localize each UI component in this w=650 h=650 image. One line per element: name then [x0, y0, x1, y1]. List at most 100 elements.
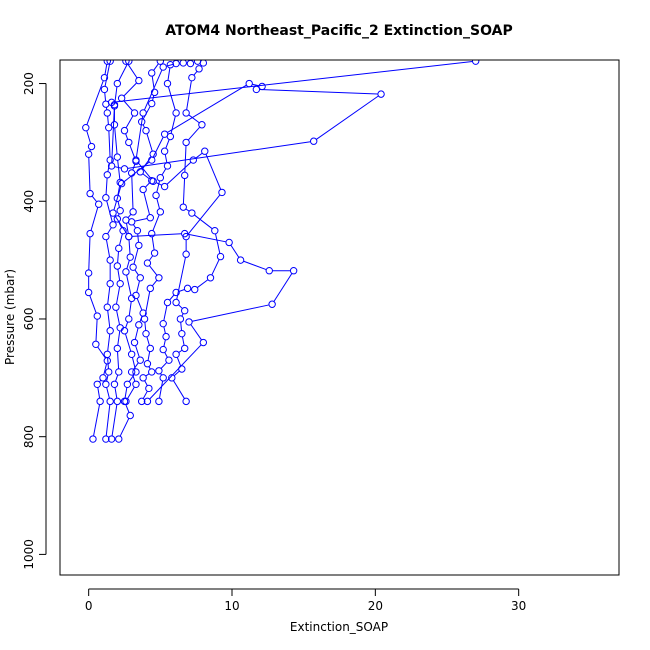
- data-point: [225, 238, 233, 247]
- series-6: [138, 61, 180, 406]
- series-segment: [136, 280, 140, 293]
- series-segment: [123, 82, 137, 97]
- data-point: [193, 60, 202, 65]
- data-point: [198, 121, 206, 129]
- series-segment: [133, 224, 137, 229]
- series-segment: [144, 291, 151, 316]
- series-segment: [166, 63, 174, 67]
- data-point: [471, 60, 480, 65]
- data-point: [206, 274, 215, 282]
- data-point: [122, 60, 130, 65]
- series-segment: [107, 227, 112, 235]
- series-segment: [114, 127, 118, 154]
- data-point: [252, 85, 261, 94]
- series-2: [100, 60, 117, 443]
- series-segment: [143, 192, 150, 215]
- data-point: [136, 274, 144, 282]
- series-segment: [142, 124, 146, 128]
- series-segment: [182, 178, 186, 204]
- x-tick-label: 20: [368, 599, 383, 613]
- series-segment: [145, 373, 150, 377]
- data-point: [172, 288, 180, 297]
- data-point: [132, 156, 140, 164]
- data-point: [140, 315, 149, 323]
- data-point: [310, 137, 318, 145]
- data-point: [165, 356, 173, 364]
- data-point: [135, 76, 143, 85]
- data-point: [162, 332, 170, 341]
- data-point: [107, 98, 116, 107]
- data-point: [146, 344, 155, 353]
- series-segment: [86, 130, 92, 144]
- series-9: [107, 60, 480, 406]
- series-segment: [190, 324, 202, 341]
- series-segment: [148, 366, 151, 370]
- data-point: [110, 380, 119, 389]
- data-point: [86, 229, 94, 238]
- series-segment: [125, 133, 129, 140]
- data-point: [93, 380, 101, 389]
- data-point: [87, 142, 96, 151]
- data-point: [125, 60, 133, 65]
- series-segment: [152, 136, 164, 158]
- data-point: [127, 218, 136, 226]
- series-segment: [113, 186, 122, 211]
- data-point: [130, 109, 139, 117]
- series-segment: [156, 180, 161, 193]
- series-segment: [164, 352, 168, 358]
- series-segment: [167, 84, 247, 133]
- data-point: [178, 365, 186, 373]
- data-point: [218, 188, 226, 197]
- data-point: [181, 307, 189, 315]
- series-segment: [117, 269, 121, 281]
- data-point: [96, 397, 104, 406]
- series-segment: [192, 304, 270, 322]
- series-segment: [107, 286, 111, 304]
- data-point: [176, 315, 185, 323]
- data-point: [115, 368, 123, 376]
- data-point: [143, 397, 152, 406]
- data-point: [142, 329, 150, 338]
- plot-data: [82, 60, 480, 443]
- data-point: [265, 267, 273, 275]
- series-segment: [128, 239, 131, 254]
- data-point: [109, 221, 117, 229]
- y-tick-label: 600: [22, 308, 36, 331]
- series-segment: [167, 67, 171, 81]
- data-point: [117, 179, 126, 188]
- series-segment: [193, 71, 198, 76]
- series-segment: [127, 386, 135, 399]
- data-point: [148, 368, 156, 376]
- data-point: [181, 344, 189, 353]
- series-segment: [114, 86, 118, 103]
- series-segment: [117, 160, 121, 180]
- data-point: [139, 185, 147, 194]
- data-point: [152, 191, 160, 200]
- series-segment: [187, 194, 221, 235]
- data-point: [102, 232, 110, 241]
- data-point: [113, 397, 122, 406]
- data-point: [191, 285, 199, 294]
- data-point: [103, 303, 112, 311]
- series-segment: [215, 233, 221, 254]
- data-point: [189, 156, 198, 164]
- data-point: [160, 130, 169, 138]
- data-point: [126, 253, 134, 261]
- series-segment: [133, 362, 139, 370]
- data-point: [113, 215, 122, 223]
- data-point: [133, 226, 142, 235]
- data-point: [125, 232, 133, 241]
- data-point: [107, 435, 116, 443]
- series-segment: [126, 260, 130, 269]
- data-point: [127, 350, 136, 358]
- data-point: [113, 262, 122, 270]
- series-segment: [163, 339, 166, 347]
- data-point: [236, 256, 245, 264]
- series-segment: [111, 108, 115, 163]
- series-segment: [124, 333, 132, 352]
- data-point: [120, 165, 129, 173]
- series-segment: [149, 344, 202, 400]
- data-point: [159, 63, 167, 71]
- series-segment: [106, 387, 110, 399]
- series-segment: [176, 257, 186, 300]
